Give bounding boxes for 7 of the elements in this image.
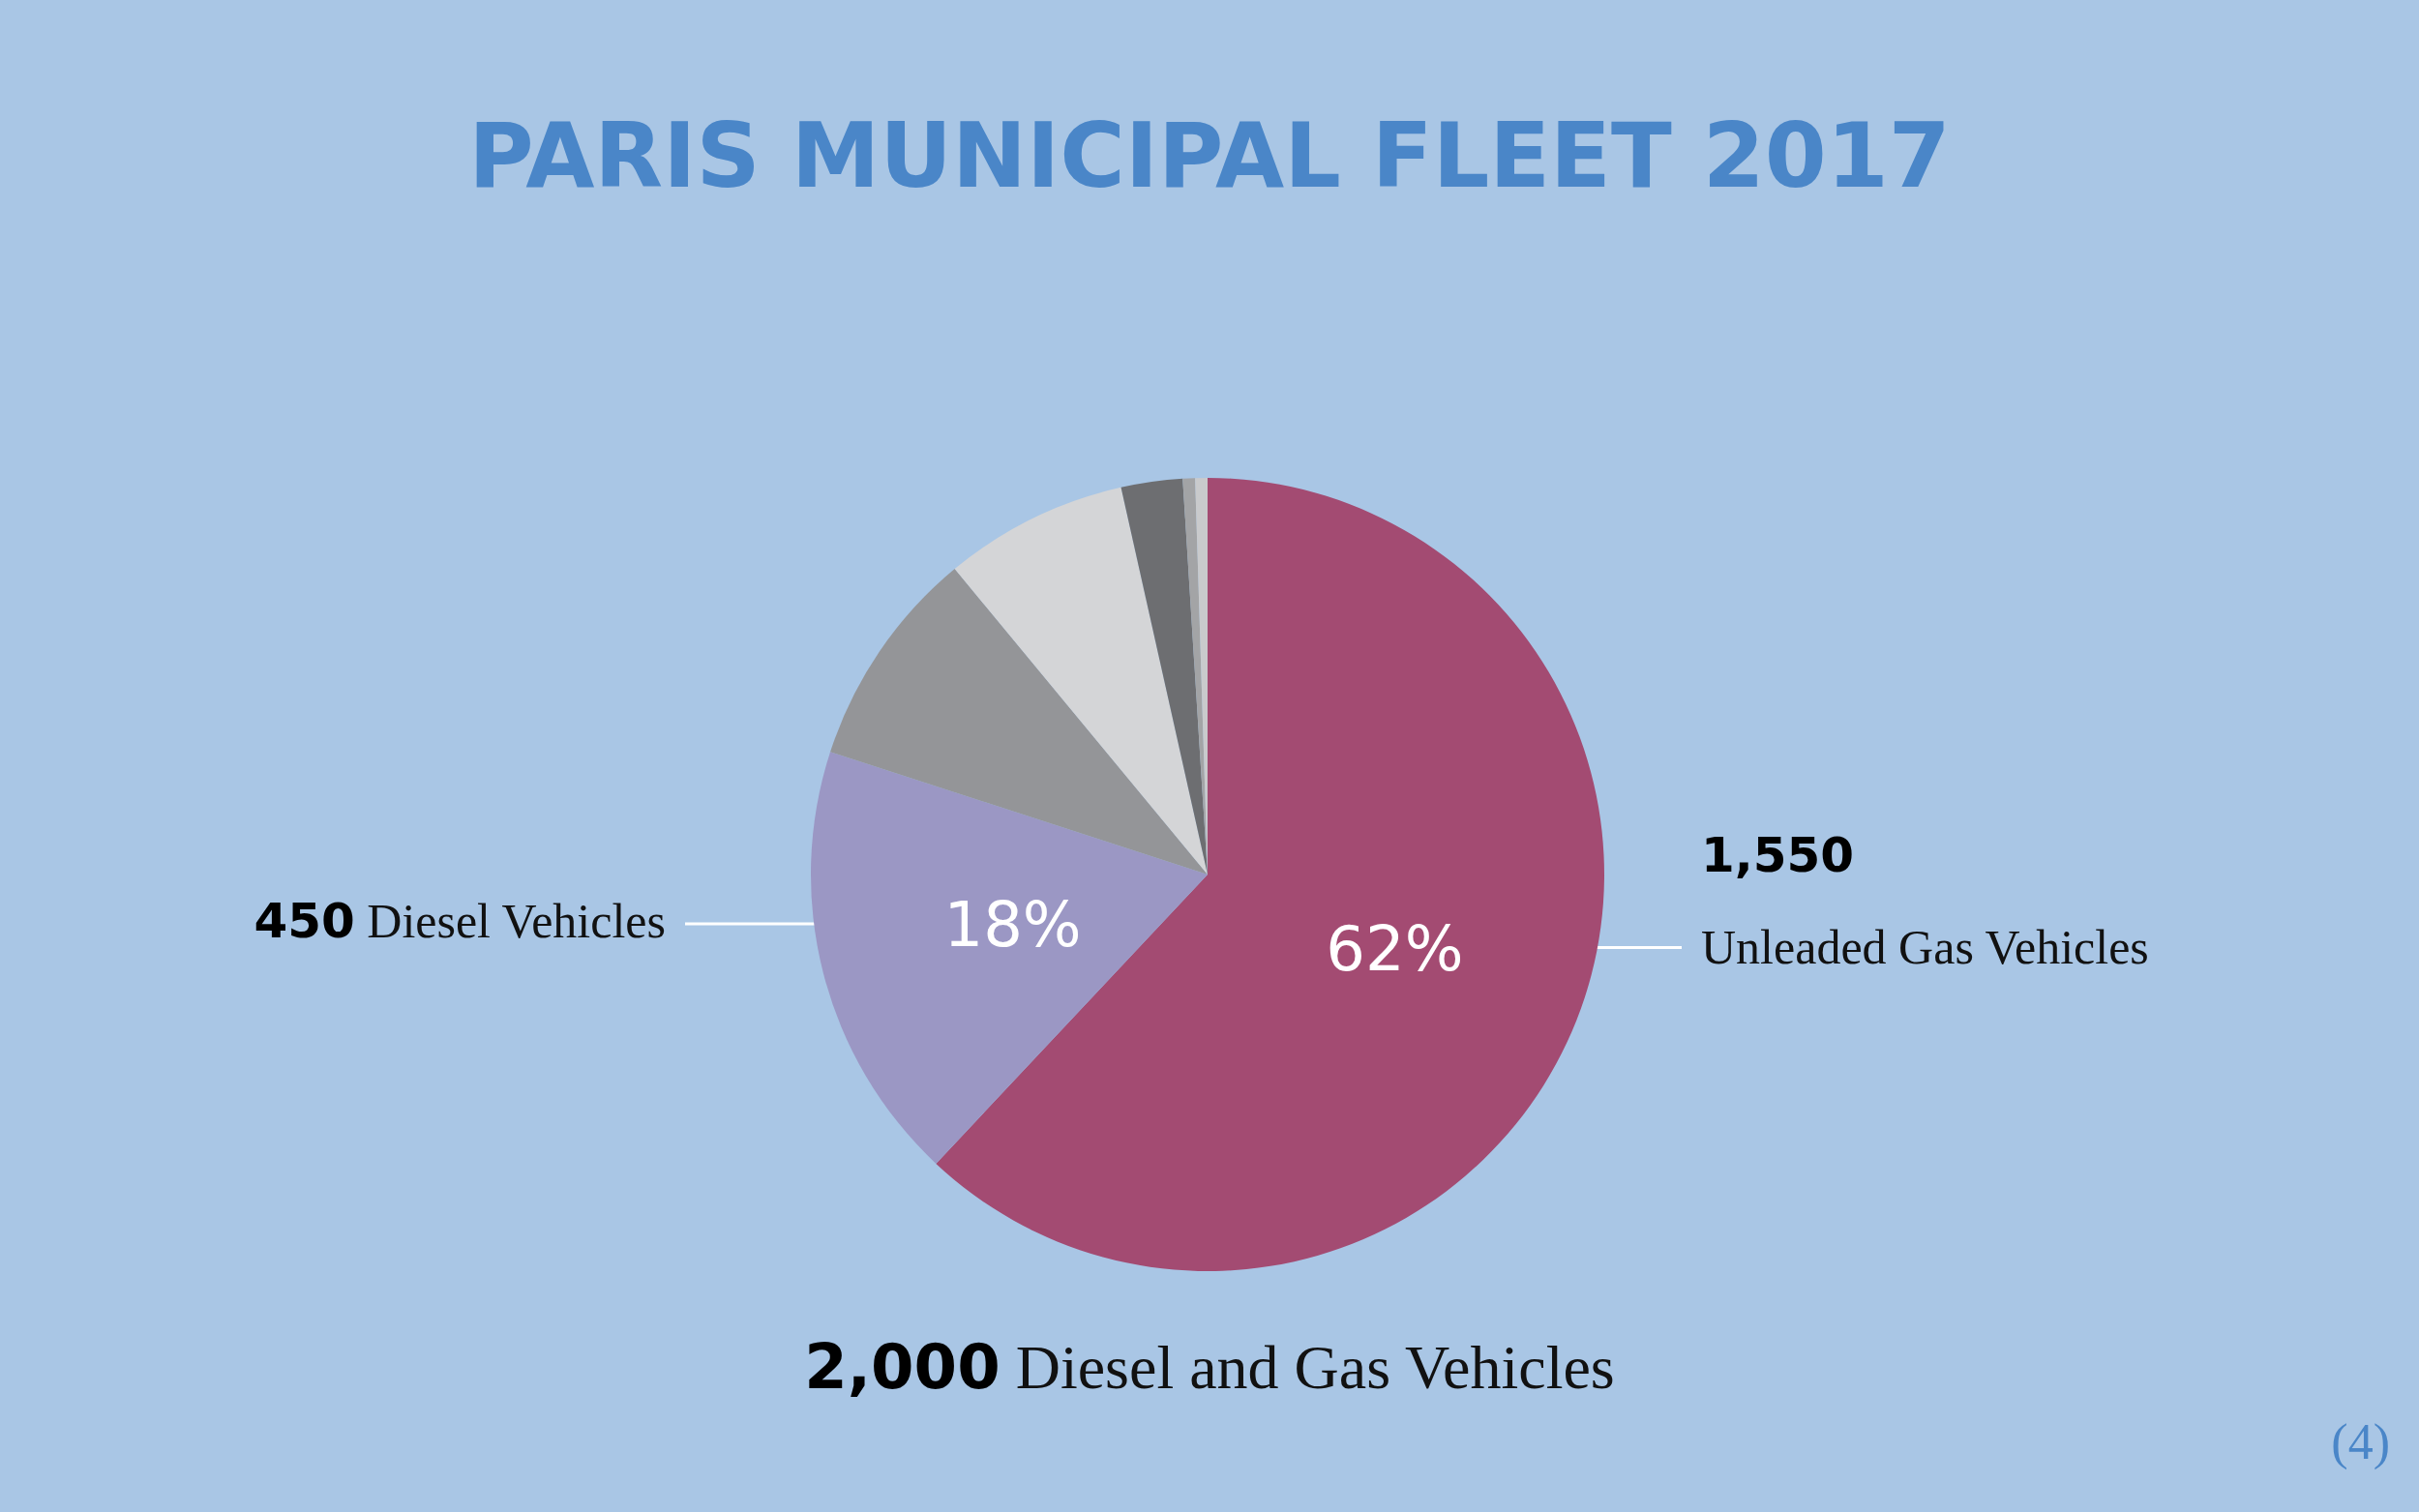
text: 2,000 Diesel and Gas Vehicles xyxy=(804,1330,1615,1403)
chart-title: PARIS MUNICIPAL FLEET 2017 xyxy=(468,104,1951,208)
data-label: 18% xyxy=(943,888,1082,961)
slice-label: 1,550 Unleaded Gas Vehicles xyxy=(1701,827,2149,975)
text: (4) xyxy=(2331,1413,2390,1470)
slice-label: 450 Diesel Vehicles xyxy=(254,893,666,950)
data-label: 62% xyxy=(1326,912,1464,985)
